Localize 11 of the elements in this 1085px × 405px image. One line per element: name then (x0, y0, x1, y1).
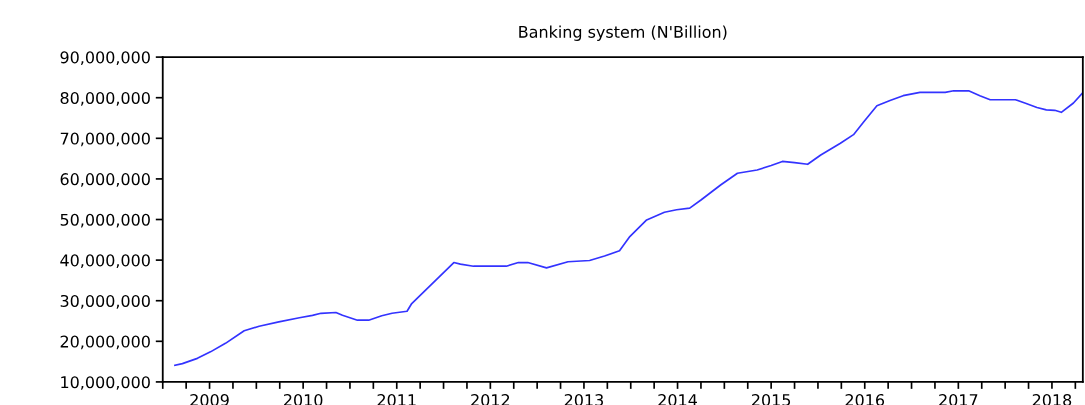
y-tick-label: 70,000,000 (60, 132, 150, 147)
y-tick-label: 10,000,000 (61, 376, 150, 390)
y-tick-label: 90,000,000 (60, 51, 150, 66)
y-tick-label: 80,000,000 (60, 91, 150, 106)
y-tick-label: 40,000,000 (60, 254, 150, 269)
y-tick-label: 20,000,000 (60, 335, 150, 350)
chart-title: Banking system (N'Billion) (519, 25, 727, 41)
y-tick-label: 60,000,000 (60, 173, 150, 187)
y-tick-label: 50,000,000 (60, 213, 150, 228)
y-tick-label: 30,000,000 (60, 294, 150, 309)
line-series (174, 89, 1083, 367)
